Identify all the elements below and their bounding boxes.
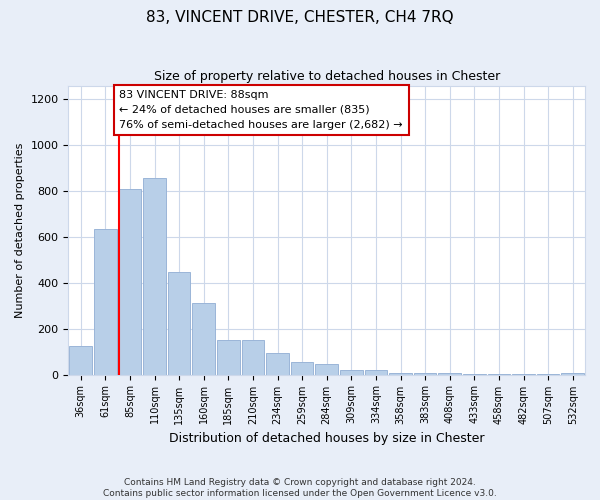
Bar (70, 346, 92, 374)
Bar (217, 340, 239, 374)
Bar (340, 370, 362, 374)
Bar (168, 272, 190, 374)
Text: 83 VINCENT DRIVE: 88sqm
← 24% of detached houses are smaller (835)
76% of semi-d: 83 VINCENT DRIVE: 88sqm ← 24% of detache… (119, 90, 403, 130)
Bar (94, 229, 116, 374)
Bar (193, 304, 215, 374)
Y-axis label: Number of detached properties: Number of detached properties (15, 142, 25, 318)
Text: Contains HM Land Registry data © Crown copyright and database right 2024.
Contai: Contains HM Land Registry data © Crown c… (103, 478, 497, 498)
Bar (119, 189, 141, 374)
Title: Size of property relative to detached houses in Chester: Size of property relative to detached ho… (154, 70, 500, 83)
Bar (266, 353, 289, 374)
Bar (143, 178, 166, 374)
Bar (291, 362, 313, 374)
X-axis label: Distribution of detached houses by size in Chester: Distribution of detached houses by size … (169, 432, 484, 445)
Bar (242, 340, 264, 374)
Bar (365, 370, 387, 374)
Bar (562, 372, 584, 374)
Bar (316, 364, 338, 374)
Text: 83, VINCENT DRIVE, CHESTER, CH4 7RQ: 83, VINCENT DRIVE, CHESTER, CH4 7RQ (146, 10, 454, 25)
